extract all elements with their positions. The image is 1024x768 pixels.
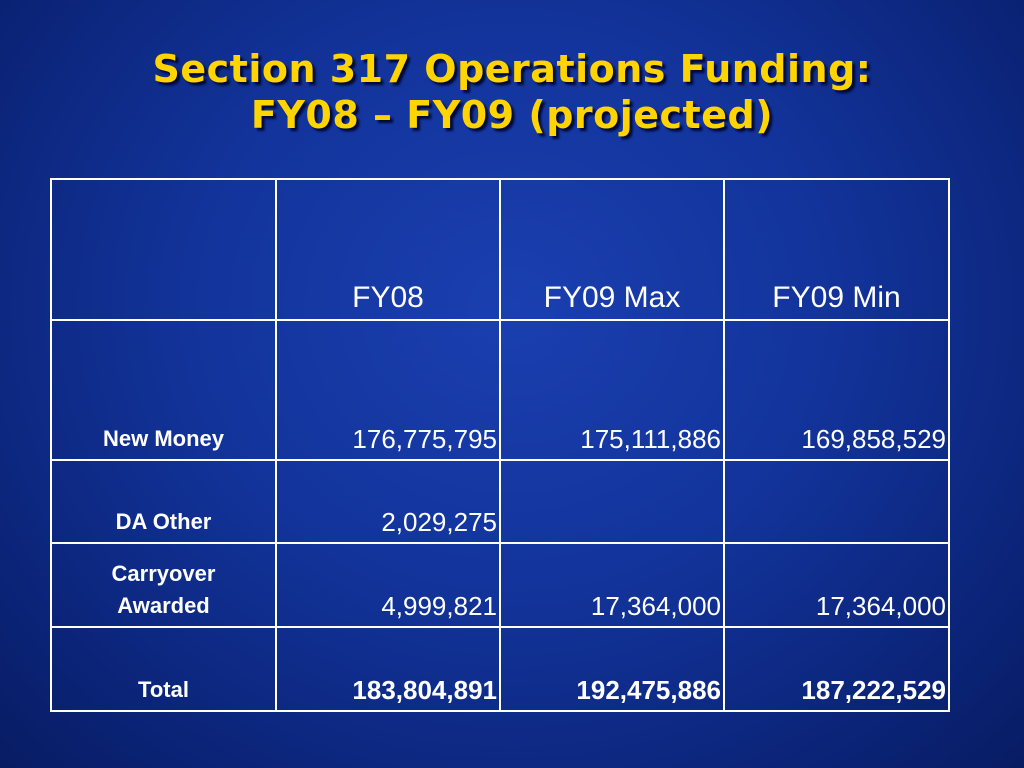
slide-title-line-2: FY08 – FY09 (projected)	[250, 93, 774, 137]
cell-carryover-fy09-max: 17,364,000	[499, 542, 725, 628]
cell-new-money-fy09-max: 175,111,886	[499, 319, 725, 461]
row-label-total: Total	[50, 626, 277, 712]
funding-table: FY08 FY09 Max FY09 Min New Money 176,775…	[50, 178, 950, 712]
table-row-da-other: DA Other 2,029,275	[50, 459, 950, 544]
cell-carryover-fy09-min: 17,364,000	[723, 542, 950, 628]
cell-new-money-fy08: 176,775,795	[275, 319, 501, 461]
header-cell-fy09-max: FY09 Max	[499, 178, 725, 321]
header-cell-fy09-min: FY09 Min	[723, 178, 950, 321]
row-label-carryover-awarded: Carryover Awarded	[50, 542, 277, 628]
header-cell-fy08: FY08	[275, 178, 501, 321]
cell-da-other-fy09-max	[499, 459, 725, 544]
table-row-total: Total 183,804,891 192,475,886 187,222,52…	[50, 626, 950, 712]
cell-new-money-fy09-min: 169,858,529	[723, 319, 950, 461]
slide-title-line-1: Section 317 Operations Funding:	[152, 47, 872, 91]
table-row-new-money: New Money 176,775,795 175,111,886 169,85…	[50, 319, 950, 461]
cell-da-other-fy09-min	[723, 459, 950, 544]
table-row-carryover-awarded: Carryover Awarded 4,999,821 17,364,000 1…	[50, 542, 950, 628]
cell-total-fy08: 183,804,891	[275, 626, 501, 712]
row-label-carryover-line-1: Carryover	[111, 561, 216, 586]
header-cell-empty	[50, 178, 277, 321]
row-label-da-other: DA Other	[50, 459, 277, 544]
row-label-new-money: New Money	[50, 319, 277, 461]
cell-total-fy09-min: 187,222,529	[723, 626, 950, 712]
row-label-carryover-line-2: Awarded	[117, 593, 210, 618]
table-header-row: FY08 FY09 Max FY09 Min	[50, 178, 950, 321]
cell-da-other-fy08: 2,029,275	[275, 459, 501, 544]
cell-carryover-fy08: 4,999,821	[275, 542, 501, 628]
slide-title: Section 317 Operations Funding: FY08 – F…	[0, 46, 1024, 138]
cell-total-fy09-max: 192,475,886	[499, 626, 725, 712]
